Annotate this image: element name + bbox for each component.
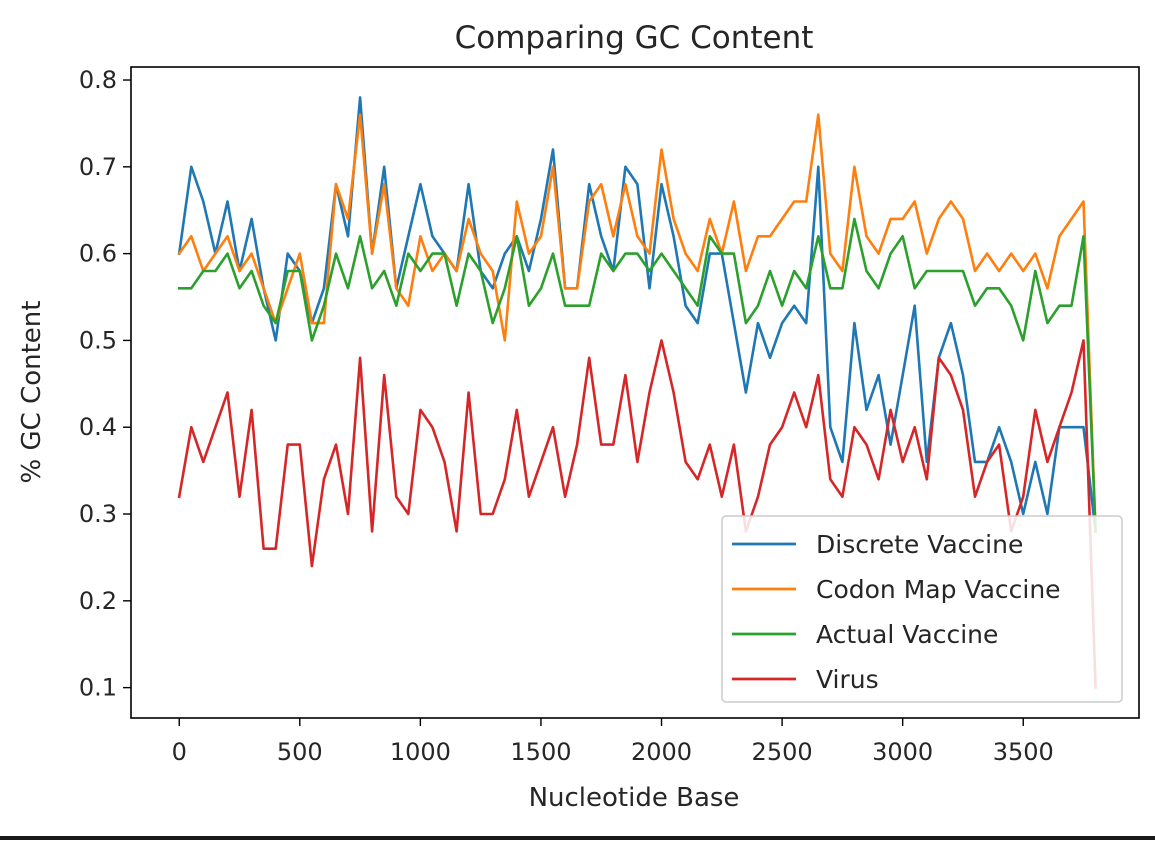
y-tick-label: 0.4 <box>79 413 117 441</box>
x-tick-label: 3500 <box>993 738 1054 766</box>
legend: Discrete Vaccine Codon Map Vaccine Actual … <box>721 515 1123 703</box>
bottom-border <box>0 836 1155 840</box>
series-line-4 <box>177 339 1097 689</box>
x-tick-label: 2500 <box>752 738 813 766</box>
legend-label: Codon Map Vaccine <box>816 575 1061 604</box>
x-axis: 0 500 1000 1500 2000 2500 3000 3500 <box>172 718 1054 766</box>
y-tick-label: 0.1 <box>79 674 117 702</box>
legend-box <box>721 515 1123 703</box>
y-tick-label: 0.3 <box>79 500 117 528</box>
x-tick-label: 500 <box>277 738 323 766</box>
legend-label: Actual Vaccine <box>816 620 998 649</box>
x-tick-label: 1500 <box>510 738 571 766</box>
x-tick-label: 0 <box>172 738 187 766</box>
y-axis-label: % GC Content <box>17 301 47 484</box>
y-tick-label: 0.8 <box>79 66 117 94</box>
y-tick-label: 0.6 <box>79 240 117 268</box>
series-line-3 <box>177 217 1097 533</box>
y-axis: 0.1 0.2 0.3 0.4 0.5 0.6 0.7 0.8 <box>79 66 131 702</box>
x-tick-label: 2000 <box>631 738 692 766</box>
x-tick-label: 1000 <box>390 738 451 766</box>
y-tick-label: 0.7 <box>79 153 117 181</box>
y-tick-label: 0.5 <box>79 326 117 354</box>
plot-frame <box>130 66 1140 719</box>
legend-label: Virus <box>816 665 879 694</box>
y-tick-label: 0.2 <box>79 587 117 615</box>
x-axis-label: Nucleotide Base <box>529 783 740 813</box>
series-lines <box>177 96 1098 689</box>
x-tick-label: 3000 <box>872 738 933 766</box>
chart-title: Comparing GC Content <box>455 20 814 56</box>
series-line-2 <box>177 113 1097 533</box>
legend-label: Discrete Vaccine <box>816 530 1023 559</box>
